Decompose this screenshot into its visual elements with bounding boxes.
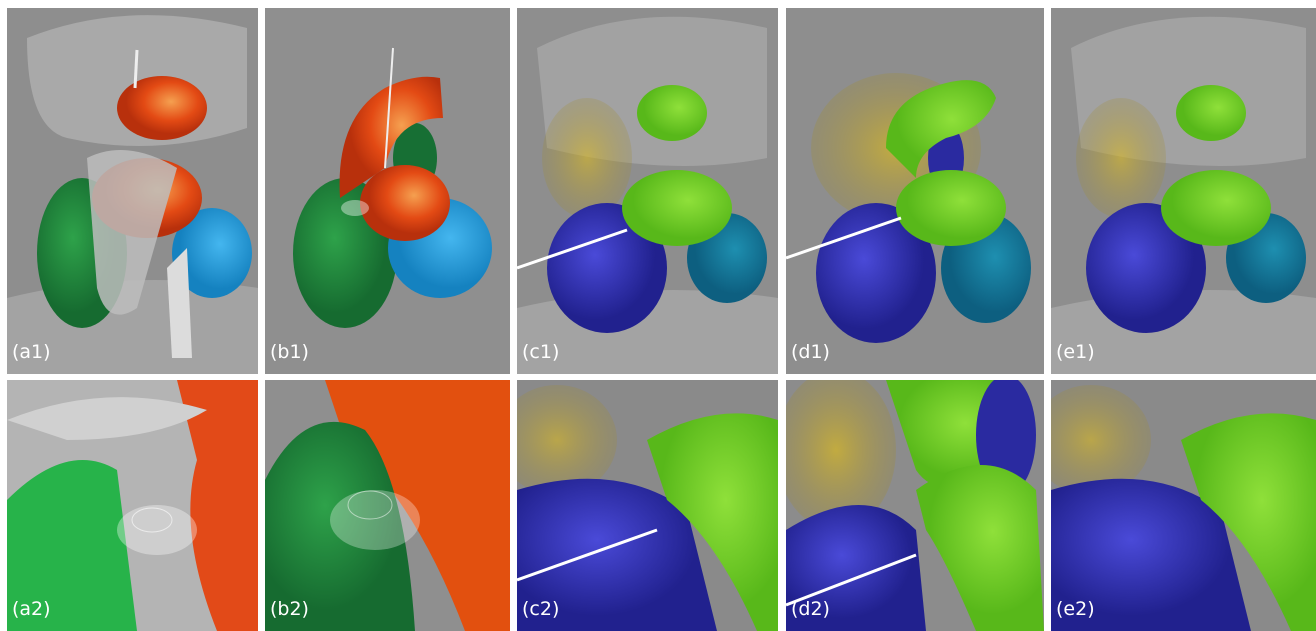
panel-label: (a1): [12, 341, 51, 363]
panel-c2: [497, 380, 778, 631]
panel-a1: [7, 8, 258, 374]
panel-label: (e1): [1056, 341, 1095, 363]
panel-d2: [776, 370, 1044, 631]
panel-label: (b1): [270, 341, 309, 363]
panel-label: (e2): [1056, 598, 1095, 620]
panel-b1: [265, 8, 510, 374]
panel-c1: [517, 8, 778, 374]
panel-label: (d2): [791, 598, 830, 620]
panel-e1: [1051, 8, 1316, 374]
panel-a2: [7, 380, 258, 631]
panel-label: (c1): [522, 341, 559, 363]
panel-label: (a2): [12, 598, 51, 620]
panel-label: (b2): [270, 598, 309, 620]
panel-b2: [265, 380, 510, 631]
panel-e2: [1031, 380, 1316, 631]
panel-label: (c2): [522, 598, 559, 620]
panel-label: (d1): [791, 341, 830, 363]
panel-d1: [786, 8, 1044, 374]
figure: (a1) (b1) (c1) (d1) (e1) (a2) (b2) (c2) (d2) (e2): [0, 0, 1316, 631]
